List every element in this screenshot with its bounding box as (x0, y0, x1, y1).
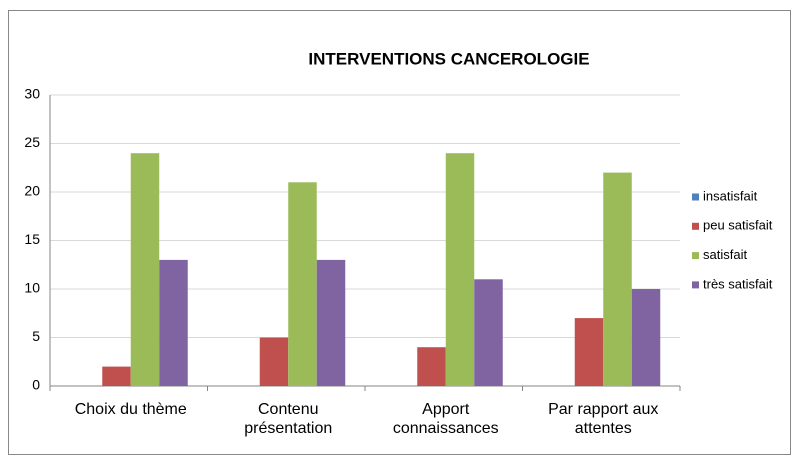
bar (159, 259, 188, 386)
bar (417, 347, 446, 386)
legend-label: insatisfait (703, 188, 758, 203)
legend-swatch (692, 222, 699, 230)
y-tick-label: 30 (24, 86, 40, 102)
x-tick-label: Par rapport aux attentes (548, 401, 659, 437)
chart-border (8, 10, 791, 455)
y-tick-label: 20 (24, 183, 40, 199)
y-tick-label: 0 (32, 377, 40, 393)
y-tick-label: 5 (32, 328, 40, 344)
legend-swatch (692, 193, 699, 201)
y-tick-label: 25 (24, 134, 40, 150)
x-tick-label: Contenu présentation (244, 401, 333, 437)
legend-swatch (692, 252, 699, 260)
bar (631, 289, 661, 386)
x-tick-label: Apport connaissances (392, 401, 499, 437)
legend-swatch (692, 281, 699, 289)
chart-title: INTERVENTIONS CANCEROLOGIE (308, 49, 589, 68)
bar (445, 153, 475, 386)
bar (316, 259, 346, 386)
bar (603, 172, 632, 386)
bar (102, 366, 131, 386)
y-tick-label: 10 (24, 280, 40, 296)
bar (288, 182, 317, 386)
bar (574, 318, 604, 386)
legend-label: satisfait (703, 247, 747, 262)
legend-label: très satisfait (703, 276, 773, 291)
bar (130, 153, 160, 386)
x-tick-label: Choix du thème (74, 401, 187, 418)
bar (474, 279, 503, 386)
y-tick-label: 15 (24, 231, 40, 247)
legend-label: peu satisfait (703, 218, 773, 233)
bar (259, 337, 289, 386)
